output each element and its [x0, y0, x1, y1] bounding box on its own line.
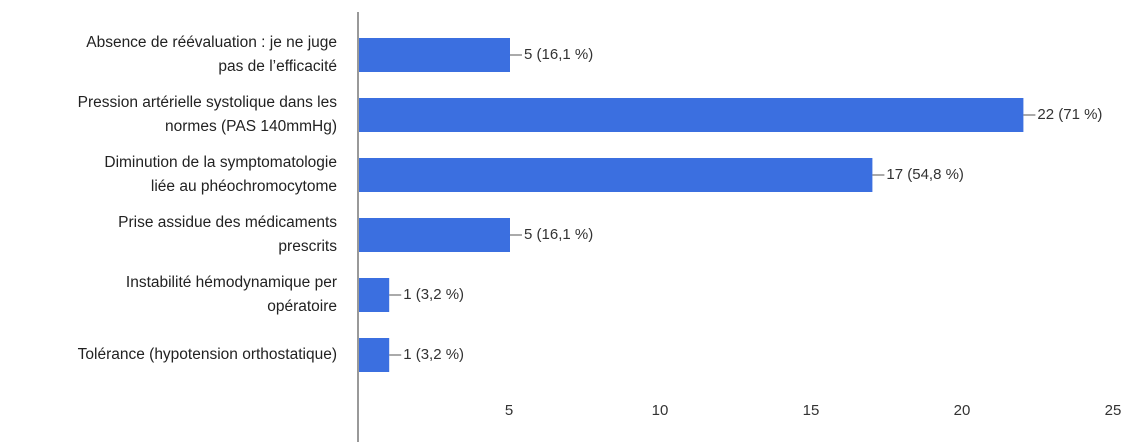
- value-label: 17 (54,8 %): [886, 166, 964, 183]
- x-tick-label: 15: [803, 402, 820, 419]
- category-label: Pression artérielle systolique dans les …: [77, 94, 337, 135]
- category-label: Diminution de la symptomatologie liée au…: [104, 154, 337, 195]
- category-label: Prise assidue des médicaments prescrits: [118, 214, 337, 255]
- x-tick-label: 25: [1105, 402, 1122, 419]
- value-label: 1 (3,2 %): [403, 286, 464, 303]
- category-label: Tolérance (hypotension orthostatique): [77, 346, 337, 363]
- category-label: Instabilité hémodynamique per opératoire: [125, 274, 337, 315]
- value-label: 1 (3,2 %): [403, 346, 464, 363]
- x-tick-label: 10: [652, 402, 669, 419]
- bar: [359, 278, 390, 312]
- category-label: Absence de réévaluation : je ne juge pas…: [86, 34, 337, 75]
- x-tick-label: 5: [505, 402, 513, 419]
- bar: [359, 38, 510, 72]
- value-label: 22 (71 %): [1037, 106, 1102, 123]
- bar: [359, 218, 510, 252]
- x-tick-label: 20: [954, 402, 971, 419]
- value-label: 5 (16,1 %): [524, 46, 593, 63]
- bar: [359, 338, 390, 372]
- bar: [359, 158, 873, 192]
- value-label: 5 (16,1 %): [524, 226, 593, 243]
- bar: [359, 98, 1024, 132]
